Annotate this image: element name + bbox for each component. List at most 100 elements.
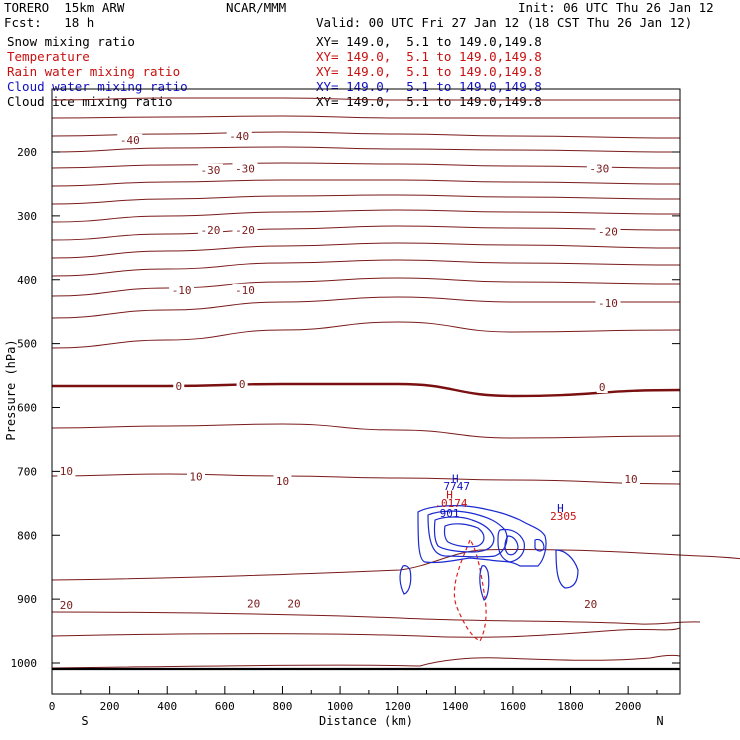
cloud-water-contour <box>534 538 545 552</box>
contour-label-bg <box>173 379 185 392</box>
x-tick-label: 0 <box>49 700 56 713</box>
isotherm-label: 10 <box>60 465 73 478</box>
field-max-annotation: .0174 <box>434 497 467 510</box>
init-time: Init: 06 UTC Thu 26 Jan 12 <box>518 0 714 15</box>
isotherm-line <box>51 97 680 101</box>
contour-label-bg <box>273 475 292 488</box>
isotherm-label: 10 <box>624 473 637 486</box>
field-max-annotation: H <box>557 502 564 515</box>
isotherm-label: -30 <box>235 163 255 176</box>
contour-labels: -40 -40 -30 -30 -30 -20 -20 -20 -10 -10 -10 0 0 0 10 10… <box>57 130 641 612</box>
contour-label-bg <box>244 597 263 610</box>
isotherm-line-lower <box>51 654 681 669</box>
isotherm-line <box>51 209 681 223</box>
cloud-water-contour <box>433 516 495 553</box>
cloud-water-contour <box>555 549 579 589</box>
rain-water-contour <box>453 538 487 642</box>
isotherm-line <box>51 473 681 485</box>
y-tick-label: 700 <box>17 465 37 478</box>
field-xy-temperature: XY= 149.0, 5.1 to 149.0,149.8 <box>316 49 542 64</box>
x-tick-label: 1000 <box>327 700 354 713</box>
cloud-water-contours <box>399 505 579 601</box>
y-tick-label: 500 <box>17 338 37 351</box>
y-tick-label: 900 <box>17 593 37 606</box>
contour-label-bg <box>187 470 206 483</box>
field-label-rain: Rain water mixing ratio <box>7 64 181 79</box>
axes: 0 200 400 600 800 1000 1200 1400 1600 1800 2000200… <box>11 146 680 713</box>
valid-time: Valid: 00 UTC Fri 27 Jan 12 (18 CST Thu … <box>316 15 693 30</box>
x-tick-label: 200 <box>100 700 120 713</box>
contour-label-bg <box>595 225 621 238</box>
south-label: S <box>81 714 88 728</box>
y-tick-label: 800 <box>17 529 37 542</box>
isotherm-label: -20 <box>235 224 255 237</box>
y-tick-label: 600 <box>17 402 37 415</box>
field-max-annotation: 2305 <box>550 510 577 523</box>
isotherm-line-lower <box>51 548 740 581</box>
isotherm-label: 20 <box>287 598 300 611</box>
contour-label-bg <box>595 297 621 309</box>
x-axis-label: Distance (km) <box>319 714 413 728</box>
isotherm-label: -10 <box>235 284 255 297</box>
contour-label-bg <box>284 597 303 610</box>
isotherm-line <box>51 242 681 259</box>
field-xy-cloud-water: XY= 149.0, 5.1 to 149.0,149.8 <box>316 79 542 94</box>
isotherm-label: -40 <box>229 130 249 143</box>
isotherm-label: 10 <box>189 470 202 483</box>
contour-label-bg <box>57 465 76 477</box>
model-name: TORERO 15km ARW <box>4 0 125 15</box>
contour-label-bg <box>581 598 600 611</box>
isotherm-line <box>51 259 681 277</box>
contour-label-bg <box>197 223 223 236</box>
org-name: NCAR/MMM <box>226 0 287 15</box>
isotherm-line <box>51 115 680 119</box>
field-label-cloud-water: Cloud water mixing ratio <box>7 79 188 94</box>
isotherm-line <box>51 277 681 297</box>
isotherm-label: 10 <box>276 475 289 488</box>
contour-label-bg <box>226 130 252 143</box>
field-max-annotation: 901 <box>440 507 460 520</box>
field-max-annotation: H <box>452 472 459 485</box>
contour-label-bg <box>232 223 258 236</box>
y-tick-label: 300 <box>17 210 37 223</box>
isotherm-label: -20 <box>598 226 618 239</box>
contour-label-bg <box>57 598 76 611</box>
isotherm-line <box>51 194 681 205</box>
isotherm-label: -30 <box>589 163 609 176</box>
isotherm-line <box>51 321 681 349</box>
field-max-annotation: 7747 <box>443 480 470 493</box>
contour-label-bg <box>117 133 143 146</box>
freezing-and-surface-lines <box>52 538 680 671</box>
contour-label-bg <box>197 163 223 176</box>
forecast-hour: Fcst: 18 h <box>4 15 95 30</box>
isotherm-line <box>51 225 681 241</box>
field-label-temperature: Temperature <box>7 49 90 64</box>
contour-label-bg <box>236 378 248 390</box>
isotherm-label: 0 <box>239 378 246 391</box>
y-tick-label: 400 <box>17 274 37 287</box>
contour-label-bg <box>232 162 258 175</box>
isotherm-line <box>51 423 681 439</box>
temperature-contours <box>51 97 740 669</box>
cloud-water-contour <box>399 565 412 595</box>
field-xy-snow: XY= 149.0, 5.1 to 149.0,149.8 <box>316 34 542 49</box>
isotherm-line <box>51 162 681 169</box>
isotherm-label: 0 <box>175 380 182 393</box>
contour-label-bg <box>586 162 612 175</box>
cloud-water-contour <box>504 535 519 556</box>
field-xy-cloud-ice: XY= 149.0, 5.1 to 149.0,149.8 <box>316 94 542 109</box>
isotherm-label: 20 <box>584 598 597 611</box>
x-tick-label: 1200 <box>384 700 411 713</box>
cloud-water-contour <box>443 523 485 548</box>
north-label: N <box>656 714 663 728</box>
cloud-water-contour <box>417 505 547 567</box>
isotherm-label: -20 <box>201 224 221 237</box>
cloud-water-contour <box>497 528 525 563</box>
contour-label-bg <box>622 472 641 485</box>
field-label-snow: Snow mixing ratio <box>7 34 135 49</box>
y-tick-label: 200 <box>17 146 37 159</box>
plot-frame <box>51 88 681 695</box>
field-xy-rain: XY= 149.0, 5.1 to 149.0,149.8 <box>316 64 542 79</box>
y-tick-label: 1000 <box>11 657 38 670</box>
